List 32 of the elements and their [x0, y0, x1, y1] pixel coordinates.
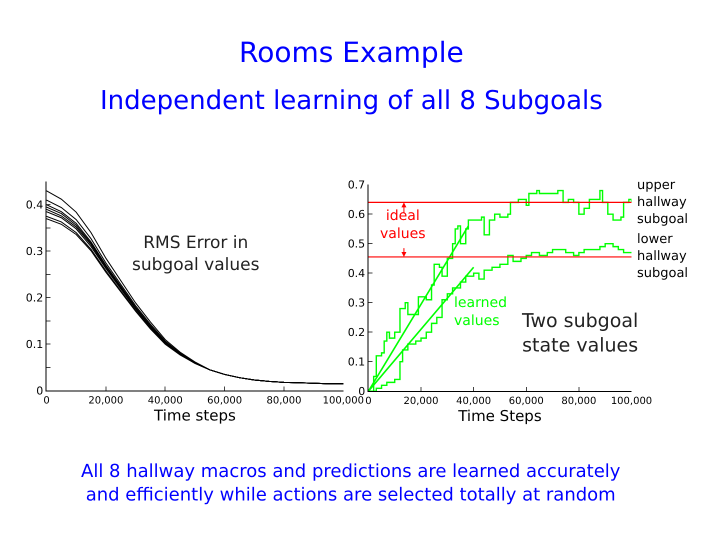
y-tick-label: 0.4 [26, 198, 44, 212]
x-tick-label: 100,000 [610, 396, 652, 408]
x-tick-label: 60,000 [207, 396, 242, 407]
annotation: RMS Error in subgoal values [132, 233, 260, 276]
ref-line-label: lower hallway subgoal [637, 232, 688, 281]
annotation: Two subgoal state values [521, 310, 638, 357]
x-tick-label: 100,000 [322, 396, 364, 407]
x-tick-label: 20,000 [404, 396, 439, 408]
y-tick-label: 0.2 [26, 292, 44, 305]
chart-subtitle: Independent learning of all 8 Subgoals [100, 86, 603, 116]
x-tick-label: 20,000 [88, 396, 124, 407]
x-axis-title: Time steps [153, 406, 236, 425]
x-tick-label: 60,000 [508, 396, 544, 408]
x-tick-label: 80,000 [266, 396, 302, 407]
text: All 8 hallway macros and predictions are learned accurately and efficiently while actions are selected totally at random [81, 461, 621, 506]
y-tick-label: 0 [36, 384, 44, 398]
y-tick-label: 0.5 [348, 238, 366, 251]
y-tick-label: 0.7 [348, 178, 366, 192]
chart-title: Rooms Example [239, 36, 464, 69]
y-tick-label: 0.3 [348, 296, 366, 310]
y-tick-label: 0.2 [348, 326, 366, 340]
annotation: ideal values [380, 208, 426, 242]
y-tick-label: 0.3 [26, 245, 44, 258]
x-tick-label: 40,000 [148, 396, 183, 407]
annotation: learned values [454, 295, 507, 330]
y-tick-label: 0.1 [26, 338, 44, 352]
x-tick-label: 80,000 [561, 396, 596, 408]
y-tick-label: 0.6 [348, 208, 366, 222]
x-tick-label: 40,000 [456, 396, 492, 408]
y-tick-label: 0.1 [348, 356, 366, 369]
y-tick-label: 0.4 [348, 267, 366, 280]
x-axis-title: Time Steps [457, 407, 542, 426]
